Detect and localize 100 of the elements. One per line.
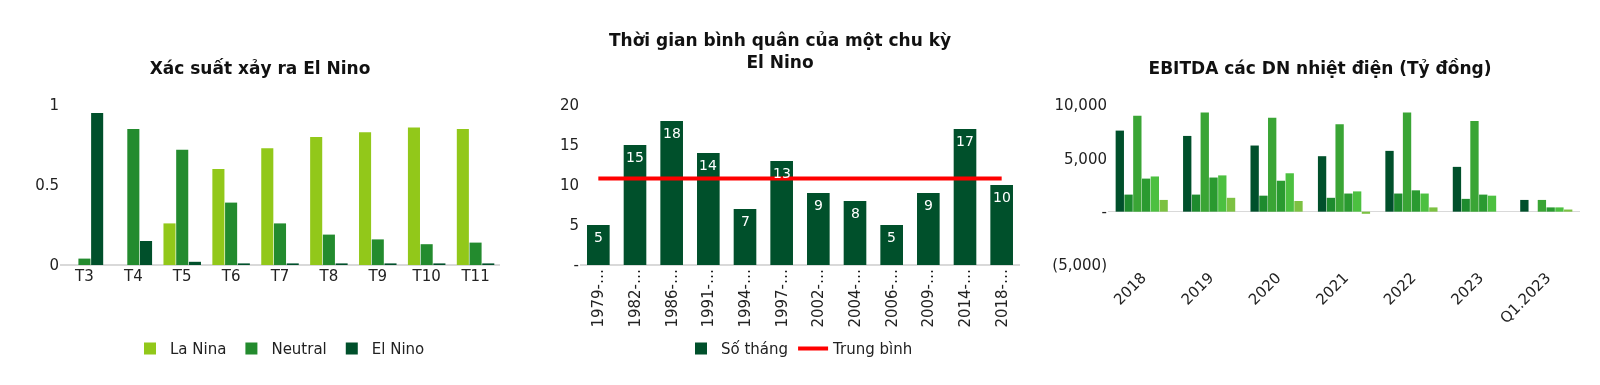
- chart-title: EBITDA các DN nhiệt điện (Tỷ đồng): [1148, 57, 1492, 78]
- y-tick-label: (5,000): [1052, 256, 1107, 275]
- bar: [140, 241, 153, 265]
- bar: [1268, 117, 1277, 212]
- bar: [420, 244, 433, 265]
- bar: [990, 185, 1013, 265]
- bar: [1150, 176, 1160, 212]
- data-label: 5: [594, 229, 603, 245]
- bar: [310, 137, 323, 265]
- bar: [1294, 201, 1303, 212]
- bar: [188, 261, 201, 265]
- bar: [1385, 150, 1394, 212]
- bar: [1209, 177, 1218, 212]
- bar: [1250, 145, 1259, 212]
- bar: [1159, 199, 1168, 212]
- legend-label: Trung bình: [832, 340, 913, 359]
- bar: [1461, 198, 1470, 212]
- data-label: 18: [663, 125, 681, 141]
- bar: [1420, 193, 1429, 212]
- bar: [660, 121, 683, 265]
- data-label: 13: [773, 165, 791, 181]
- bar: [1429, 207, 1438, 212]
- x-tick-label: 1986-…: [662, 269, 681, 328]
- data-label: 15: [626, 149, 644, 165]
- data-label: 9: [924, 197, 933, 213]
- bar: [78, 258, 91, 265]
- y-tick-label: -: [573, 256, 579, 275]
- x-tick-label: T8: [318, 267, 339, 285]
- y-tick-label: 0: [49, 256, 59, 275]
- bar: [1344, 193, 1353, 212]
- x-tick-label: 2006-…: [882, 269, 901, 328]
- x-tick-label: T11: [460, 267, 490, 285]
- bar: [733, 209, 757, 265]
- bar: [1200, 112, 1209, 212]
- bar: [1326, 197, 1336, 212]
- bar: [880, 225, 903, 265]
- bar: [1133, 115, 1142, 212]
- bar: [1402, 112, 1412, 212]
- x-tick-label: 1982-…: [625, 269, 644, 328]
- bar: [1487, 195, 1497, 212]
- bar: [163, 223, 176, 265]
- bar: [1191, 194, 1201, 212]
- bar: [1115, 130, 1124, 212]
- bar: [587, 225, 610, 265]
- legend-label: Số tháng: [721, 340, 789, 359]
- bar: [1546, 207, 1555, 212]
- data-label: 17: [956, 133, 974, 149]
- data-label: 9: [814, 197, 823, 213]
- bar: [623, 145, 647, 265]
- bar: [261, 148, 274, 265]
- legend-label: El Nino: [371, 340, 425, 359]
- bar: [1285, 173, 1294, 212]
- y-tick-label: -: [1101, 202, 1107, 221]
- bar: [843, 201, 867, 265]
- bar: [1317, 156, 1327, 212]
- y-tick-label: 0.5: [35, 176, 59, 195]
- data-label: 5: [887, 229, 896, 245]
- bar: [770, 161, 793, 265]
- x-tick-label: T5: [171, 267, 192, 285]
- bar: [127, 129, 140, 265]
- y-tick-label: 10,000: [1054, 96, 1107, 115]
- bar: [1520, 199, 1529, 212]
- x-tick-label: 1979-…: [589, 269, 608, 328]
- bar: [1183, 135, 1192, 212]
- x-tick-label: T3: [74, 267, 94, 285]
- bar: [1394, 193, 1403, 212]
- bar: [371, 239, 384, 265]
- bar: [273, 223, 287, 265]
- data-label: 7: [741, 213, 750, 229]
- y-tick-label: 15: [559, 136, 579, 155]
- y-tick-label: 20: [559, 96, 579, 115]
- x-tick-label: 2014-…: [955, 269, 974, 328]
- x-tick-label: 2018-…: [992, 269, 1011, 328]
- x-tick-label: 2004-…: [845, 269, 864, 328]
- bar: [322, 234, 335, 265]
- bar: [407, 127, 420, 265]
- bar: [212, 169, 225, 265]
- chart-title: Thời gian bình quân của một chu kỳ El Nino: [608, 30, 952, 73]
- x-tick-label: T10: [411, 267, 441, 285]
- x-tick-label: 2009-…: [919, 269, 938, 328]
- x-tick-label: T9: [367, 267, 388, 285]
- bar: [807, 193, 830, 265]
- bar: [1537, 199, 1547, 212]
- bar: [1124, 194, 1133, 212]
- bar: [469, 242, 482, 265]
- bar: [1411, 190, 1420, 212]
- bar: [1479, 194, 1488, 212]
- bar: [91, 113, 104, 265]
- bar: [1335, 124, 1344, 212]
- bar: [1470, 121, 1479, 212]
- bar: [1226, 197, 1236, 212]
- x-tick-label: 2002-…: [809, 269, 828, 328]
- bar: [359, 132, 372, 265]
- bar: [1352, 191, 1362, 212]
- data-label: 8: [851, 205, 860, 221]
- data-label: 10: [993, 189, 1011, 205]
- chart-title: Xác suất xảy ra El Nino: [149, 57, 371, 78]
- data-label: 14: [699, 157, 717, 173]
- x-tick-label: 1991-…: [699, 269, 718, 328]
- bar: [1141, 178, 1151, 212]
